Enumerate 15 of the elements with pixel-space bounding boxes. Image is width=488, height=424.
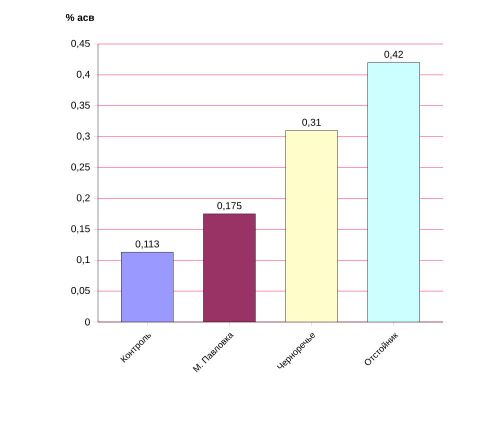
y-tick-label: 0,15 — [71, 225, 90, 234]
data-label: 0,42 — [384, 50, 403, 60]
y-tick-label: 0,25 — [71, 163, 90, 172]
y-tick-label: 0,3 — [76, 132, 90, 141]
data-label: 0,175 — [217, 202, 242, 210]
y-tick-label: 0,4 — [76, 70, 90, 80]
y-axis-title: % асв — [66, 14, 94, 22]
data-label: 0,31 — [302, 118, 321, 127]
y-tick-label: 0,35 — [71, 102, 90, 110]
y-tick-label: 0,45 — [71, 40, 90, 48]
data-label: 0,113 — [136, 240, 159, 249]
y-tick-label: 0,1 — [76, 256, 90, 264]
y-tick-label: 0,05 — [71, 287, 90, 296]
y-tick-label: 0 — [85, 318, 90, 326]
y-tick-label: 0,2 — [76, 194, 90, 203]
